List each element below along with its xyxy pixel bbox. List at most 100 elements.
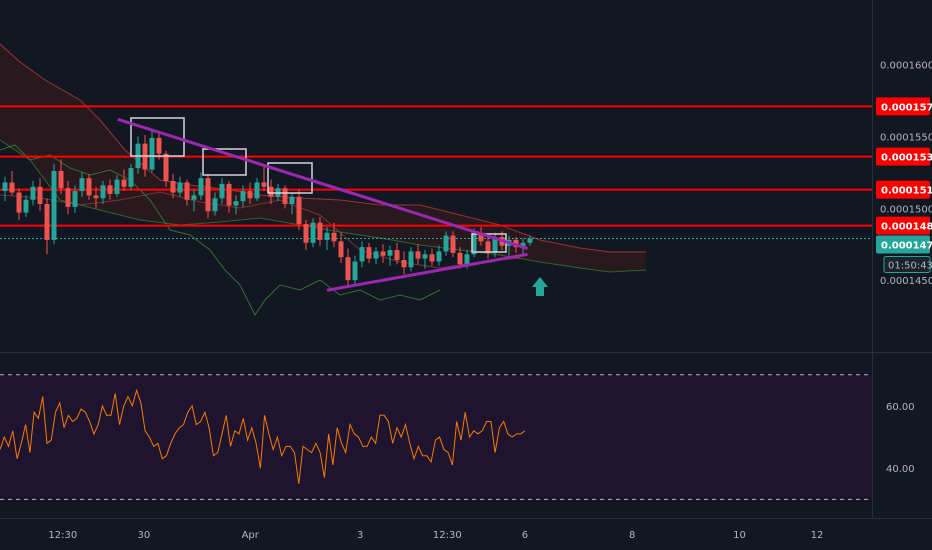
candle-body [345,257,351,281]
candle-body [527,238,533,243]
candle-body [331,232,337,242]
time-tick-label: 3 [357,530,363,541]
candle-body [240,191,246,202]
main-pane[interactable] [0,43,872,316]
countdown-label: 01:50:43 [888,260,932,271]
candle-body [282,188,288,205]
candle-body [471,232,477,255]
candle-body [226,183,232,206]
time-tick-label: 12 [811,530,824,541]
level-price-tag-label: 0.0001571 [881,102,932,113]
candles [2,129,533,288]
candle-body [268,186,274,197]
candle-body [247,191,253,199]
candle-body [366,247,372,259]
rsi-line [0,388,526,484]
candle-body [324,232,330,240]
level-price-tag [876,180,930,199]
candle-body [457,252,463,265]
time-tick-label: 10 [733,530,746,541]
candle-body [72,191,78,207]
level-price-tag-label: 0.0001488 [881,222,932,233]
candle-body [170,181,176,193]
arrow-up-icon [532,277,548,296]
last-price-tag [876,235,930,254]
last-price-tag-label: 0.0001479 [881,240,932,251]
candle-body [303,224,309,243]
candle-body [121,179,127,187]
candle-body [436,251,442,262]
candle-body [464,254,470,265]
candle-body [114,179,120,194]
price-tags: 0.0001571 0.0001536 0.0001513 0.0001488 0.00… [876,97,932,273]
candle-body [289,196,295,205]
candle-body [2,182,8,192]
candle-body [422,254,428,259]
highlight-box [130,117,185,157]
candle-body [128,168,134,187]
candle-body [485,241,491,253]
candle-body [107,185,113,194]
rsi-axis-ticks: 60.00 40.00 [886,402,915,475]
price-axis[interactable]: 0.0001600 0.0001550 0.0001500 0.0001450 0.0… [872,0,932,518]
candle-body [408,251,414,268]
candle-body [520,242,526,248]
candle-body [184,182,190,200]
candle-body [86,178,92,196]
candle-body [296,196,302,225]
level-price-tag-label: 0.0001536 [881,153,932,164]
time-tick-label: 6 [522,530,528,541]
time-tick-label: 30 [138,530,151,541]
candle-body [9,182,15,193]
candle-body [443,235,449,252]
rsi-tick-label: 40.00 [886,464,915,475]
candle-body [380,251,386,256]
chikou-line [0,144,441,316]
candle-body [191,195,197,200]
price-tick-label: 0.0001500 [880,204,932,215]
candle-body [163,153,169,182]
candle-body [37,186,43,205]
candle-body [149,137,155,170]
highlight-box [267,162,313,194]
candle-body [58,170,64,189]
rsi-pane[interactable]: 60.00 40.00 [0,374,915,500]
candle-body [156,137,162,154]
level-price-tag-label: 0.0001513 [881,186,932,197]
candle-body [177,182,183,193]
candle-body [65,188,71,207]
candle-body [16,192,22,213]
candle-body [373,251,379,259]
triangle-upper-line [117,117,529,250]
candle-body [478,232,484,242]
candle-body [254,182,260,199]
time-axis[interactable]: 12:30 30 Apr 3 12:30 6 8 10 12 [0,518,932,542]
price-tick-label: 0.0001450 [880,276,932,287]
level-price-tag [876,147,930,166]
candle-body [212,198,218,212]
ichimoku-cloud [0,44,646,272]
candle-body [387,249,393,256]
highlight-box [202,148,247,176]
price-tick-label: 0.0001600 [880,61,932,72]
candle-body [429,254,435,262]
candle-body [93,195,99,199]
candle-body [205,178,211,212]
candle-body [338,241,344,258]
candle-body [233,201,239,206]
candle-body [198,178,204,196]
level-price-tag [876,216,930,235]
candle-body [401,260,407,268]
triangle-lower-line [326,252,528,292]
time-tick-label: 8 [629,530,635,541]
countdown-tag [883,255,931,273]
candle-body [261,182,267,187]
candle-body [51,170,57,240]
candle-body [30,186,36,200]
time-axis-ticks: 12:30 30 Apr 3 12:30 6 8 10 12 [48,530,823,541]
candle-body [317,222,323,240]
candle-body [359,247,365,262]
candle-body [450,235,456,253]
price-axis-ticks: 0.0001600 0.0001550 0.0001500 0.0001450 [880,61,932,288]
